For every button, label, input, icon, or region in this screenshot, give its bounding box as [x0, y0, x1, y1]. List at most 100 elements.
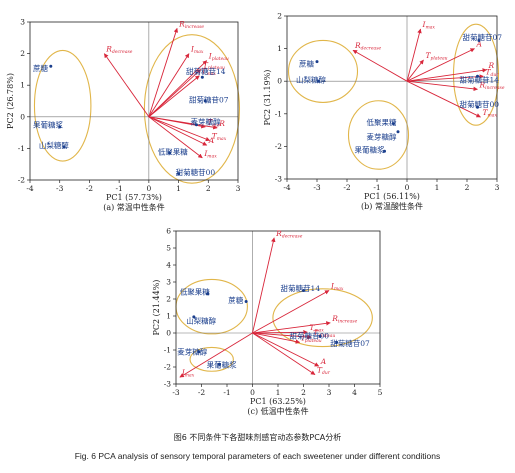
- loading-label: Tplateau: [313, 328, 335, 339]
- score-label: 甜菊糖苷14: [186, 66, 226, 76]
- loading-label: Rincrease: [479, 80, 505, 91]
- loading-label-subscript: decrease: [361, 46, 382, 52]
- loading-arrow: [252, 329, 308, 335]
- y-tick-label: 2: [20, 49, 25, 58]
- loading-label-subscript: max: [207, 154, 217, 159]
- score-label: 山梨糖醇: [296, 75, 326, 85]
- score-point: [396, 130, 400, 134]
- loading-arrow: [148, 116, 211, 142]
- x-tick-label: 1: [435, 183, 440, 192]
- score-label: 甜菊糖苷14: [281, 283, 321, 293]
- loading-label-subscript: plateau: [208, 65, 225, 71]
- score-label: 山梨糖醇: [186, 315, 216, 325]
- y-tick-label: -3: [275, 175, 283, 184]
- y-tick-label: 1: [20, 81, 25, 90]
- loading-label: A: [320, 357, 327, 366]
- y-axis-label: PC2 (31.19%): [263, 70, 272, 126]
- score-label: 低聚果糖: [180, 286, 210, 296]
- cluster-ellipse: [189, 346, 234, 372]
- y-tick-label: -1: [18, 144, 25, 153]
- y-tick-label: 0: [277, 77, 282, 86]
- x-tick-label: 0: [146, 184, 151, 193]
- caption-english: Fig. 6 PCA analysis of sensory temporal …: [74, 451, 441, 461]
- panel-subtitle: (b) 常温酸性条件: [361, 201, 423, 211]
- loading-label: Imax: [203, 149, 217, 160]
- score-point: [177, 172, 181, 176]
- score-label: 蔗糖: [299, 58, 314, 68]
- loading-label-subscript: max: [425, 26, 435, 31]
- cluster-ellipse: [33, 49, 92, 162]
- x-tick-label: -1: [115, 184, 122, 193]
- x-tick-label: 3: [236, 184, 241, 193]
- score-label: 低聚果糖: [158, 147, 188, 157]
- score-point: [383, 149, 386, 153]
- cluster-ellipse: [287, 39, 359, 103]
- cluster-ellipse: [272, 288, 373, 348]
- y-tick-label: -2: [18, 176, 26, 185]
- loading-label-subscript: plateau: [431, 56, 448, 62]
- score-point: [200, 75, 204, 79]
- cluster-ellipse: [143, 34, 241, 184]
- loading-label: R: [488, 61, 495, 70]
- x-axis-label: PC1 (57.73%): [106, 193, 162, 202]
- loading-arrow: [406, 28, 422, 82]
- loading-arrow: [406, 68, 487, 82]
- score-label: 甜菊糖苷00: [176, 167, 216, 177]
- score-label: 甜菊糖苷00: [460, 99, 500, 109]
- loading-arrow: [406, 48, 475, 82]
- x-tick-label: 1: [176, 184, 181, 193]
- loading-label: R: [218, 119, 225, 128]
- score-point: [168, 151, 172, 155]
- score-point: [197, 350, 201, 354]
- score-label: 果葡糖浆: [355, 145, 385, 155]
- x-tick-label: -1: [223, 388, 230, 397]
- loading-arrow: [148, 69, 202, 118]
- x-tick-label: 1: [276, 388, 281, 397]
- loading-arrow: [406, 80, 481, 118]
- loading-label-subscript: max: [488, 114, 498, 119]
- loading-arrow: [406, 80, 478, 92]
- score-point: [206, 292, 210, 296]
- caption-chinese: 图6 不同条件下各甜味剂感官动态参数PCA分析: [173, 433, 342, 442]
- score-point: [194, 123, 198, 127]
- loading-label: Iplateau: [208, 52, 229, 63]
- loading-label: Tmax: [201, 67, 216, 78]
- y-tick-label: -1: [164, 346, 171, 355]
- loading-label-subscript: max: [206, 72, 216, 77]
- loading-label: Tdur: [486, 67, 500, 78]
- loading-label-subscript: plateau: [305, 338, 322, 344]
- loading-label-subscript: max: [334, 287, 344, 292]
- loading-label: Tmax: [212, 132, 227, 143]
- loading-label-subscript: plateau: [318, 333, 335, 339]
- loading-label-subscript: max: [314, 329, 324, 334]
- loading-label-subscript: increase: [185, 24, 205, 30]
- loading-label: Rdecrease: [105, 45, 133, 56]
- score-point: [476, 105, 479, 109]
- score-point: [315, 60, 319, 64]
- y-axis-label: PC2 (26.78%): [6, 73, 15, 129]
- y-tick-label: -3: [164, 380, 172, 389]
- loading-label: Rdecrease: [275, 229, 303, 240]
- x-tick-label: 2: [465, 183, 470, 192]
- loading-label: Tmax: [483, 108, 498, 119]
- loading-label-subscript: decrease: [112, 49, 133, 55]
- x-tick-label: -2: [86, 184, 94, 193]
- pca-panel-1: -4 -3 -2 -1 0 1 2 3 -2 -1 0 1 2 3 PC1 (57.73%) PC2 (26.…: [6, 18, 241, 213]
- plot-frame: [29, 21, 239, 181]
- x-tick-label: -3: [313, 183, 321, 192]
- x-tick-label: 3: [495, 183, 500, 192]
- panel-subtitle: (c) 低温中性条件: [247, 406, 308, 416]
- y-tick-label: 6: [166, 227, 171, 236]
- x-tick-label: -1: [373, 183, 380, 192]
- loading-label: Imax: [422, 20, 436, 31]
- score-point: [62, 145, 66, 149]
- x-tick-label: -3: [56, 184, 64, 193]
- x-tick-label: 0: [250, 388, 255, 397]
- score-label: 甜菊糖苷14: [460, 75, 500, 85]
- loading-label-subscript: increase: [338, 318, 358, 324]
- plot-frame: [286, 15, 498, 180]
- x-tick-label: -2: [198, 388, 206, 397]
- score-point: [302, 289, 305, 292]
- cluster-ellipse: [347, 100, 410, 170]
